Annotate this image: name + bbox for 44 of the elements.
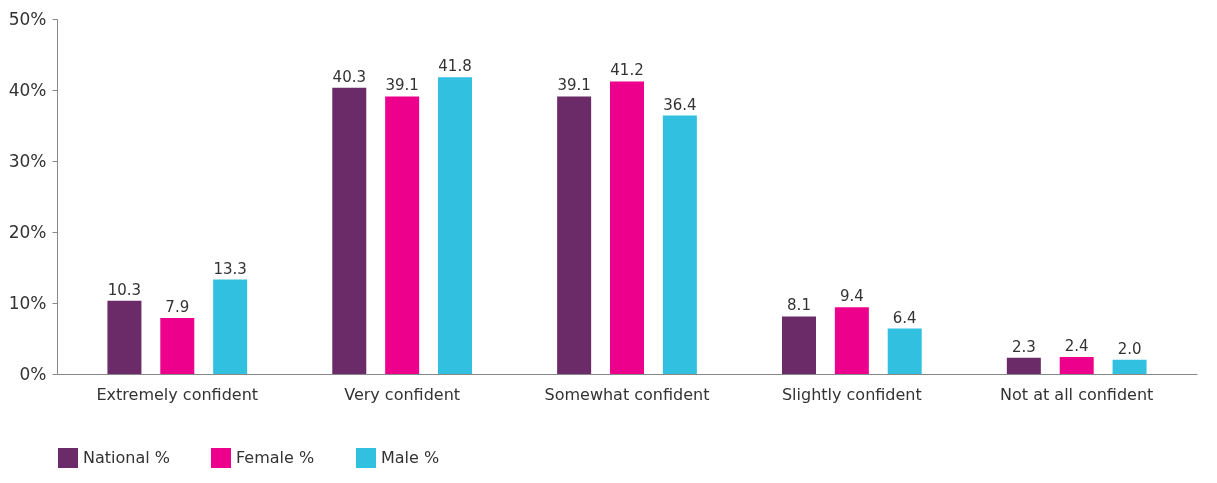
legend-label: National %: [83, 448, 170, 467]
text: 39.1: [557, 76, 591, 95]
text: 41.2: [610, 61, 644, 80]
text: 9.4: [839, 287, 864, 306]
y-tick-label: 40%: [8, 79, 47, 100]
bar: [332, 87, 367, 374]
bar: [610, 81, 644, 374]
y-tick-label: 10%: [8, 292, 47, 313]
bar: [834, 307, 869, 374]
text: 41.8: [438, 57, 472, 76]
x-tick-label: Very confident: [344, 384, 461, 404]
bar: [781, 316, 816, 374]
text: 7.9: [165, 297, 190, 316]
y-tick-label: 0%: [19, 363, 47, 384]
bar: [438, 77, 473, 374]
bar: [887, 328, 922, 374]
text: 36.4: [663, 95, 697, 114]
bar: [385, 96, 420, 374]
x-tick-label: Not at all confident: [1000, 384, 1154, 404]
bar: [557, 96, 592, 374]
text: 40.3: [332, 67, 366, 86]
text: 2.0: [1117, 339, 1142, 358]
bar: [1112, 359, 1147, 374]
text: 6.4: [892, 308, 917, 327]
y-tick-label: 50%: [8, 8, 47, 29]
legend-label: Female %: [236, 448, 315, 467]
x-tick-label: Somewhat confident: [544, 384, 710, 404]
text: 13.3: [213, 259, 247, 278]
bar: [213, 279, 248, 374]
text: 39.1: [385, 76, 419, 95]
text: 10.3: [107, 280, 142, 299]
y-tick-label: 20%: [8, 221, 47, 242]
text: 2.4: [1064, 336, 1089, 355]
x-tick-label: Slightly confident: [781, 384, 922, 404]
text: 2.3: [1011, 337, 1036, 356]
bar: [662, 115, 697, 374]
legend-label: Male %: [381, 448, 440, 467]
bar: [1006, 357, 1041, 374]
text: 8.1: [787, 296, 811, 315]
x-tick-label: Extremely confident: [96, 384, 259, 404]
bar: [1059, 356, 1094, 374]
bar: [160, 317, 195, 374]
y-tick-label: 30%: [8, 150, 47, 171]
bar: [107, 300, 142, 374]
